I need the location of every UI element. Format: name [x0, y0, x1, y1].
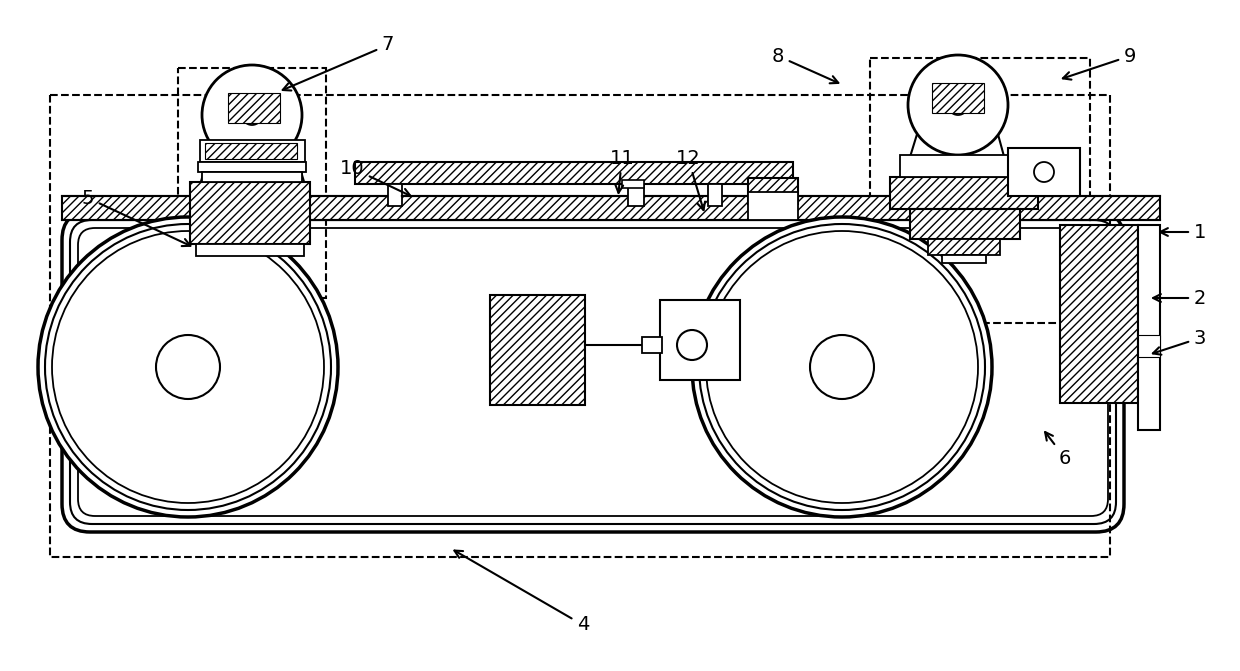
Circle shape [1034, 162, 1054, 182]
Bar [1138, 335, 1159, 357]
Text: 1: 1 [1161, 223, 1207, 242]
Bar [205, 143, 298, 159]
Bar [62, 196, 1159, 220]
Text: 6: 6 [1045, 432, 1071, 468]
Circle shape [677, 330, 707, 360]
Bar [900, 155, 1008, 177]
Bar [928, 239, 999, 255]
Text: 7: 7 [283, 36, 394, 91]
Bar [190, 182, 310, 244]
Bar [660, 300, 740, 380]
Bar [708, 184, 722, 206]
Bar [200, 140, 305, 162]
Circle shape [692, 217, 992, 517]
Bar [490, 295, 585, 405]
Circle shape [202, 65, 303, 165]
Bar [1138, 225, 1159, 430]
Bar [196, 244, 304, 256]
Bar [355, 162, 794, 184]
Bar [870, 58, 1090, 323]
FancyBboxPatch shape [62, 212, 1123, 532]
Bar [622, 180, 644, 188]
Bar [932, 83, 985, 113]
Text: 10: 10 [340, 158, 410, 196]
Circle shape [810, 335, 874, 399]
Bar [890, 177, 1038, 209]
Circle shape [38, 217, 339, 517]
Bar [748, 178, 799, 204]
Bar [1060, 225, 1138, 403]
Text: 11: 11 [610, 148, 635, 193]
Bar [1008, 148, 1080, 196]
Bar [198, 162, 306, 172]
Bar [202, 172, 303, 182]
Text: 3: 3 [1153, 329, 1207, 355]
Circle shape [908, 55, 1008, 155]
Bar [627, 184, 644, 206]
Circle shape [949, 95, 968, 115]
Text: 5: 5 [82, 189, 191, 246]
Text: 4: 4 [454, 551, 589, 635]
Bar [228, 93, 280, 123]
Bar [50, 95, 1110, 557]
Text: 2: 2 [1153, 289, 1207, 307]
Text: 8: 8 [771, 46, 838, 83]
Bar [942, 255, 986, 263]
Bar [748, 192, 799, 220]
Bar [179, 68, 326, 298]
Text: 9: 9 [1063, 46, 1136, 80]
Bar [910, 209, 1021, 239]
Circle shape [242, 105, 262, 125]
Bar [642, 337, 662, 353]
Bar [388, 184, 402, 206]
Circle shape [156, 335, 219, 399]
Text: 12: 12 [676, 148, 706, 210]
